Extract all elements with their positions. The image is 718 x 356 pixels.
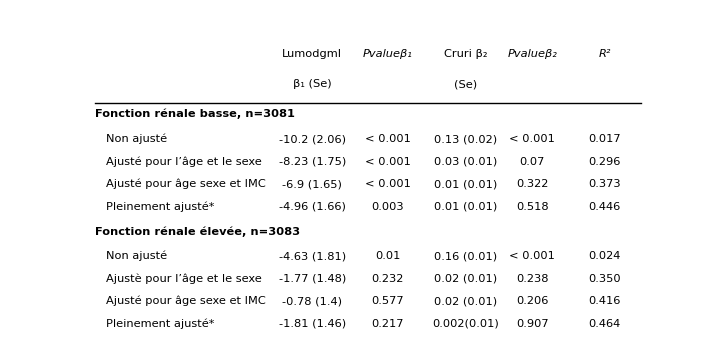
- Text: Fonction rénale élevée, n=3083: Fonction rénale élevée, n=3083: [95, 226, 300, 237]
- Text: 0.296: 0.296: [588, 157, 620, 167]
- Text: 0.002(0.01): 0.002(0.01): [432, 319, 499, 329]
- Text: -1.77 (1.48): -1.77 (1.48): [279, 274, 346, 284]
- Text: -1.81 (1.46): -1.81 (1.46): [279, 319, 346, 329]
- Text: -4.63 (1.81): -4.63 (1.81): [279, 251, 346, 261]
- Text: Ajustè pour l’âge et le sexe: Ajustè pour l’âge et le sexe: [106, 273, 262, 284]
- Text: -10.2 (2.06): -10.2 (2.06): [279, 134, 346, 144]
- Text: Pleinement ajusté*: Pleinement ajusté*: [106, 318, 215, 329]
- Text: 0.02 (0.01): 0.02 (0.01): [434, 274, 497, 284]
- Text: 0.446: 0.446: [588, 201, 620, 211]
- Text: 0.322: 0.322: [516, 179, 549, 189]
- Text: 0.13 (0.02): 0.13 (0.02): [434, 134, 497, 144]
- Text: Non ajusté: Non ajusté: [106, 134, 167, 144]
- Text: 0.907: 0.907: [516, 319, 549, 329]
- Text: 0.373: 0.373: [588, 179, 621, 189]
- Text: -4.96 (1.66): -4.96 (1.66): [279, 201, 346, 211]
- Text: 0.232: 0.232: [371, 274, 404, 284]
- Text: -6.9 (1.65): -6.9 (1.65): [282, 179, 342, 189]
- Text: 0.217: 0.217: [371, 319, 404, 329]
- Text: < 0.001: < 0.001: [365, 134, 411, 144]
- Text: < 0.001: < 0.001: [509, 134, 555, 144]
- Text: Pvalueβ₂: Pvalueβ₂: [507, 49, 557, 59]
- Text: 0.350: 0.350: [588, 274, 621, 284]
- Text: < 0.001: < 0.001: [365, 157, 411, 167]
- Text: Ajusté pour âge sexe et IMC: Ajusté pour âge sexe et IMC: [106, 179, 266, 189]
- Text: 0.017: 0.017: [588, 134, 621, 144]
- Text: -0.78 (1.4): -0.78 (1.4): [282, 297, 342, 307]
- Text: 0.07: 0.07: [519, 157, 545, 167]
- Text: Ajusté pour âge sexe et IMC: Ajusté pour âge sexe et IMC: [106, 296, 266, 307]
- Text: 0.01 (0.01): 0.01 (0.01): [434, 201, 497, 211]
- Text: 0.01: 0.01: [375, 251, 400, 261]
- Text: 0.577: 0.577: [371, 297, 404, 307]
- Text: < 0.001: < 0.001: [365, 179, 411, 189]
- Text: 0.003: 0.003: [371, 201, 404, 211]
- Text: 0.206: 0.206: [516, 297, 549, 307]
- Text: 0.024: 0.024: [588, 251, 620, 261]
- Text: Fonction rénale basse, n=3081: Fonction rénale basse, n=3081: [95, 109, 295, 120]
- Text: 0.01 (0.01): 0.01 (0.01): [434, 179, 497, 189]
- Text: -8.23 (1.75): -8.23 (1.75): [279, 157, 346, 167]
- Text: 0.518: 0.518: [516, 201, 549, 211]
- Text: β₁ (Se): β₁ (Se): [293, 79, 332, 89]
- Text: (Se): (Se): [454, 79, 477, 89]
- Text: 0.238: 0.238: [516, 274, 549, 284]
- Text: < 0.001: < 0.001: [509, 251, 555, 261]
- Text: Non ajusté: Non ajusté: [106, 251, 167, 261]
- Text: 0.464: 0.464: [588, 319, 620, 329]
- Text: Pleinement ajusté*: Pleinement ajusté*: [106, 201, 215, 211]
- Text: Pvalueβ₁: Pvalueβ₁: [363, 49, 412, 59]
- Text: R²: R²: [598, 49, 610, 59]
- Text: 0.16 (0.01): 0.16 (0.01): [434, 251, 497, 261]
- Text: 0.02 (0.01): 0.02 (0.01): [434, 297, 497, 307]
- Text: 0.03 (0.01): 0.03 (0.01): [434, 157, 497, 167]
- Text: Lumodgml: Lumodgml: [282, 49, 342, 59]
- Text: Cruri β₂: Cruri β₂: [444, 49, 487, 59]
- Text: 0.416: 0.416: [588, 297, 620, 307]
- Text: Ajusté pour l’âge et le sexe: Ajusté pour l’âge et le sexe: [106, 156, 262, 167]
